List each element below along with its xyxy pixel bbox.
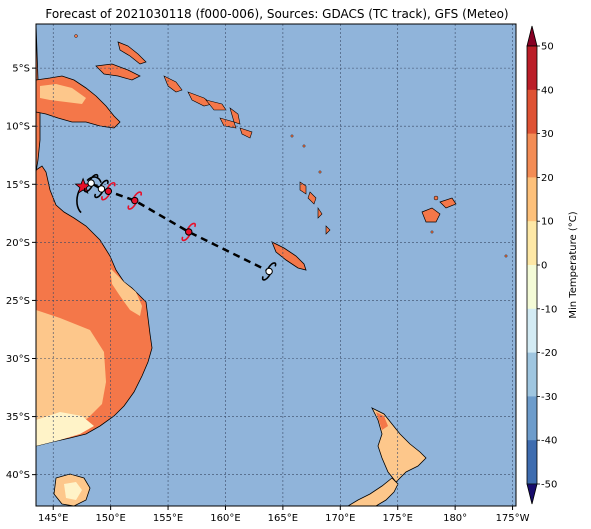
colorbar-segment bbox=[527, 352, 537, 397]
x-tick-label: 170°E bbox=[325, 513, 355, 524]
vanuatu-2 bbox=[307, 191, 317, 205]
fiji-islet bbox=[433, 195, 439, 201]
map-frame bbox=[35, 23, 517, 507]
colorbar-segment bbox=[527, 308, 537, 354]
y-tick-label: 20°S bbox=[6, 238, 30, 249]
tasmania-core bbox=[64, 482, 82, 500]
track-point-red bbox=[181, 222, 197, 242]
colorbar-segment bbox=[527, 396, 537, 441]
y-tick-label: 30°S bbox=[6, 354, 30, 365]
land-layer bbox=[36, 24, 508, 506]
new-caledonia bbox=[271, 241, 307, 271]
track-point-open bbox=[94, 179, 109, 199]
islet bbox=[290, 134, 294, 138]
colorbar-tick-label: 30 bbox=[541, 129, 554, 140]
longitude-axis: 145°E 150°E 155°E 160°E 165°E 170°E 175°E 180° 1… bbox=[38, 506, 530, 524]
colorbar-tick-label: 40 bbox=[541, 85, 554, 96]
map-panel[interactable] bbox=[35, 23, 517, 507]
x-tick-label: 165°E bbox=[268, 513, 298, 524]
latitude-axis: 5°S 10°S 15°S 20°S 25°S 30°S 35°S 40°S bbox=[6, 64, 36, 481]
track-point-open bbox=[83, 173, 99, 193]
vanuatu-1 bbox=[299, 181, 307, 195]
australia-cool-south bbox=[36, 412, 94, 446]
x-tick-label: 160°E bbox=[210, 513, 240, 524]
islet bbox=[302, 144, 306, 148]
colorbar-segment bbox=[527, 89, 537, 135]
colorbar-min-extend bbox=[526, 483, 538, 505]
tc-track bbox=[74, 173, 277, 281]
x-tick-label: 155°E bbox=[153, 513, 183, 524]
colorbar-tick-label: -50 bbox=[541, 480, 557, 491]
australia-east-band bbox=[110, 268, 142, 316]
colorbar-tick-label: 50 bbox=[541, 42, 554, 53]
solomon-island-5 bbox=[219, 117, 237, 129]
islet bbox=[318, 170, 322, 174]
solomon-island-6 bbox=[239, 127, 253, 139]
new-guinea-highlands bbox=[40, 84, 86, 104]
x-tick-label: 175°W bbox=[496, 513, 530, 524]
y-tick-label: 40°S bbox=[6, 470, 30, 481]
track-point-red bbox=[101, 181, 116, 201]
x-tick-label: 180° bbox=[443, 513, 467, 524]
islet bbox=[430, 230, 434, 234]
solomon-island-4 bbox=[229, 107, 241, 125]
y-tick-label: 15°S bbox=[6, 180, 30, 191]
solomon-island-2 bbox=[187, 91, 213, 107]
vanuatu-3 bbox=[317, 207, 323, 219]
colorbar-label: Min Temperature (°C) bbox=[568, 211, 579, 318]
y-tick-label: 25°S bbox=[6, 296, 30, 307]
storm-arm bbox=[86, 176, 102, 183]
colorbar-tick-label: -30 bbox=[541, 392, 557, 403]
colorbar-tick-label: -10 bbox=[541, 304, 557, 315]
new-ireland bbox=[117, 41, 147, 65]
colorbar-segment bbox=[527, 440, 537, 485]
new-britain bbox=[95, 63, 141, 81]
fiji-viti-levu bbox=[421, 207, 441, 223]
x-tick-label: 150°E bbox=[95, 513, 125, 524]
colorbar-tick-label: -20 bbox=[541, 348, 557, 359]
y-tick-label: 5°S bbox=[12, 64, 30, 75]
colorbar-tick-label: 20 bbox=[541, 173, 554, 184]
track-point-red bbox=[127, 191, 143, 210]
islet bbox=[504, 254, 508, 258]
solomon-island-3 bbox=[205, 99, 227, 111]
y-tick-label: 10°S bbox=[6, 122, 30, 133]
colorbar-segment bbox=[527, 265, 537, 310]
figure-title: Forecast of 2021030118 (f000-006), Sourc… bbox=[45, 7, 508, 21]
nz-south-island bbox=[347, 477, 399, 506]
islet bbox=[74, 34, 78, 38]
colorbar-segment bbox=[527, 133, 537, 178]
colorbar-segment bbox=[527, 46, 537, 91]
track-point-open bbox=[261, 262, 277, 281]
colorbar-max-extend bbox=[526, 25, 538, 47]
vanuatu-4 bbox=[325, 225, 331, 235]
colorbar-segment bbox=[527, 221, 537, 266]
colorbar-tick-label: -40 bbox=[541, 436, 557, 447]
solomon-island-1 bbox=[163, 75, 183, 93]
fiji-vanua-levu bbox=[439, 197, 457, 209]
colorbar: 50 40 30 20 10 0 -10 -20 -30 -40 -50 bbox=[526, 25, 557, 505]
nz-north-warm bbox=[376, 412, 388, 430]
colorbar-tick-label: 0 bbox=[541, 261, 547, 272]
x-tick-label: 145°E bbox=[38, 513, 68, 524]
x-tick-label: 175°E bbox=[383, 513, 413, 524]
y-tick-label: 35°S bbox=[6, 412, 30, 423]
colorbar-segment bbox=[527, 177, 537, 222]
colorbar-tick-label: 10 bbox=[541, 217, 554, 228]
gridlines bbox=[36, 24, 516, 506]
australia-inland-band bbox=[36, 310, 106, 440]
